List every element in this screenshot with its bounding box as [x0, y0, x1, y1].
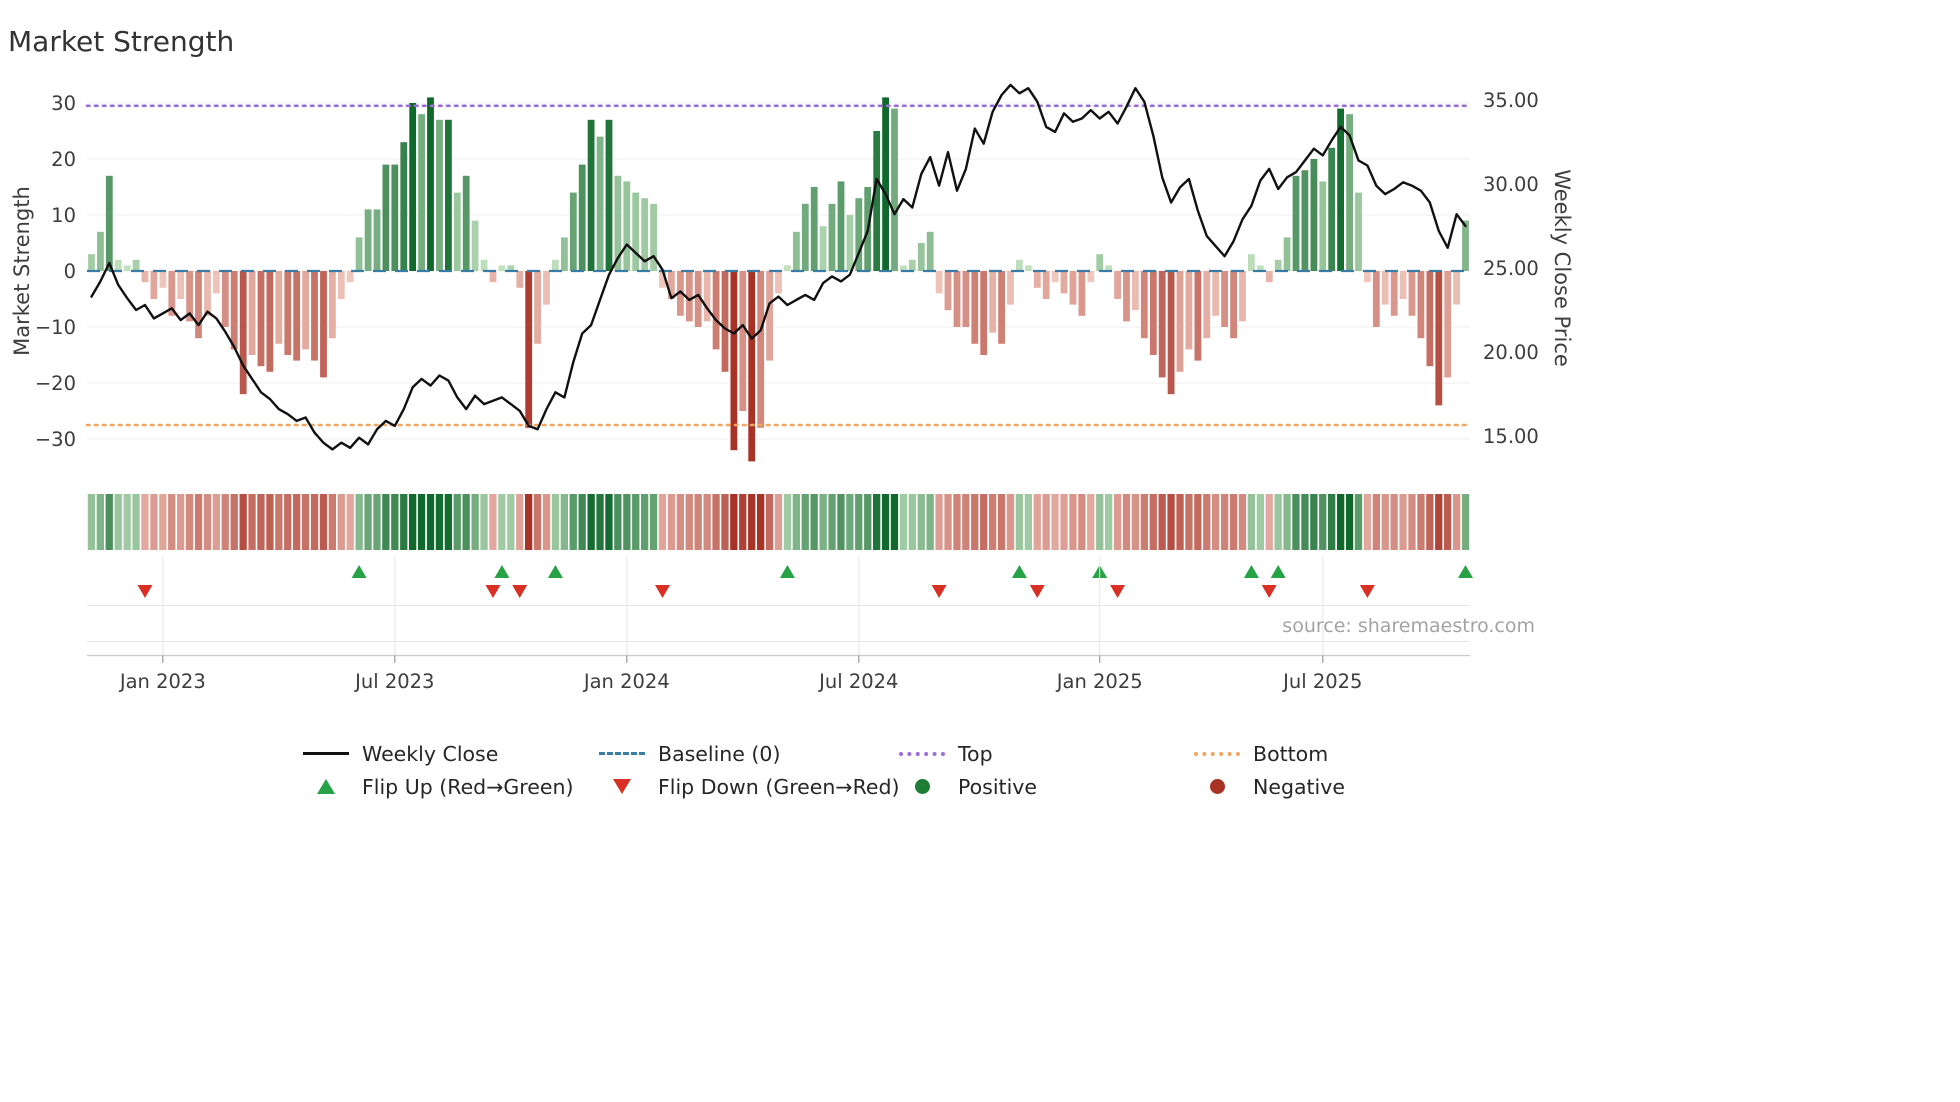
strength-bars: [88, 97, 1469, 462]
svg-text:10: 10: [51, 204, 76, 227]
market-strength-chart: Jan 2023 Jul 2023 Jan 2024 Jul 2024 Jan 2025…: [35, 83, 1539, 693]
svg-text:−30: −30: [35, 428, 76, 451]
legend-label-negative: Negative: [1253, 774, 1345, 799]
weekly-close-line: [90, 83, 1467, 451]
svg-text:20.00: 20.00: [1483, 341, 1539, 364]
legend-label-baseline: Baseline (0): [658, 741, 781, 766]
svg-text:15.00: 15.00: [1483, 425, 1539, 448]
legend-item-bottom: Bottom: [1194, 737, 1414, 770]
positive-dot-icon: [914, 779, 930, 794]
legend-label-top: Top: [958, 741, 993, 766]
svg-text:−10: −10: [35, 316, 76, 339]
flip-down-triangle-icon: [613, 779, 631, 794]
flip-up-triangle-icon: [317, 779, 335, 794]
flip-up-markers: [351, 565, 1473, 578]
svg-text:Jan 2023: Jan 2023: [118, 670, 206, 693]
heatmap-strip: [87, 494, 1470, 550]
legend-label-flip-down: Flip Down (Green→Red): [658, 774, 900, 799]
top-dotted-swatch: [899, 751, 945, 756]
svg-text:20: 20: [51, 148, 76, 171]
svg-text:Jul 2024: Jul 2024: [817, 670, 898, 693]
flip-down-markers: [137, 585, 1375, 598]
svg-text:30: 30: [51, 92, 76, 115]
legend-item-negative: Negative: [1194, 770, 1414, 803]
svg-text:25.00: 25.00: [1483, 257, 1539, 280]
svg-text:0: 0: [64, 260, 76, 283]
legend-item-flip-down: Flip Down (Green→Red): [599, 770, 900, 803]
legend-item-baseline: Baseline (0): [599, 737, 899, 770]
legend-label-positive: Positive: [958, 774, 1038, 799]
svg-text:35.00: 35.00: [1483, 89, 1539, 112]
legend-item-weekly-close: Weekly Close: [303, 737, 599, 770]
legend-label-bottom: Bottom: [1253, 741, 1329, 766]
svg-text:Jan 2024: Jan 2024: [582, 670, 670, 693]
negative-dot-icon: [1209, 779, 1225, 794]
weekly-close-line-swatch: [303, 752, 349, 755]
svg-text:30.00: 30.00: [1483, 173, 1539, 196]
right-axis-label: Weekly Close Price: [1550, 169, 1574, 367]
svg-text:Jan 2025: Jan 2025: [1055, 670, 1143, 693]
legend-label-flip-up: Flip Up (Red→Green): [362, 774, 574, 799]
source-attribution: source: sharemaestro.com: [1282, 615, 1535, 637]
legend-item-flip-up: Flip Up (Red→Green): [303, 770, 599, 803]
y-axis-right: 35.00 30.00 25.00 20.00 15.00: [1483, 89, 1539, 448]
x-axis: Jan 2023 Jul 2023 Jan 2024 Jul 2024 Jan 2025…: [118, 655, 1362, 693]
svg-text:Jul 2023: Jul 2023: [353, 670, 434, 693]
chart-legend: Weekly Close Baseline (0) Top Bottom Fli…: [303, 737, 1414, 803]
bottom-dotted-swatch: [1194, 751, 1240, 756]
baseline-dashed-swatch: [599, 752, 645, 755]
legend-item-top: Top: [899, 737, 1194, 770]
svg-text:Jul 2025: Jul 2025: [1281, 670, 1362, 693]
y-axis-left: 30 20 10 0 −10 −20 −30: [35, 92, 76, 451]
legend-label-weekly-close: Weekly Close: [362, 741, 499, 766]
svg-text:−20: −20: [35, 372, 76, 395]
lower-panel-grid: [87, 556, 1470, 657]
page-title: Market Strength: [8, 24, 235, 58]
legend-item-positive: Positive: [899, 770, 1194, 803]
